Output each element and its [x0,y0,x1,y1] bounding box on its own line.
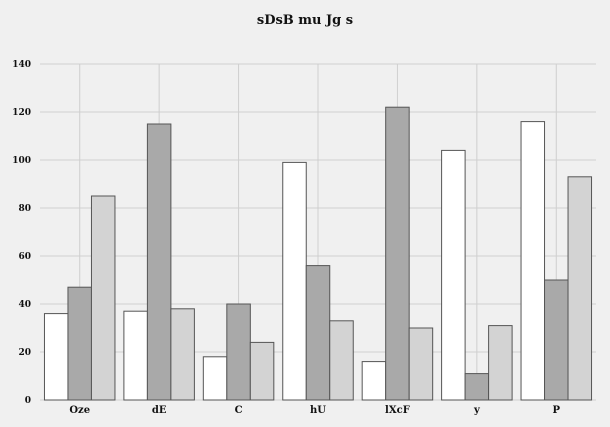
chart-title: sDsB mu Jg s [256,13,354,28]
bar-Oze-series-2 [67,286,92,401]
bar-lXcF-series-3 [408,327,434,401]
x-tick-label: y [473,405,481,416]
x-tick-label: dE [152,405,167,416]
y-tick-label: 120 [12,108,31,118]
x-tick-label: Oze [69,405,90,416]
bar-lXcF-series-1 [361,361,387,401]
y-tick-label: 60 [18,252,31,262]
y-tick-label: 40 [18,300,31,310]
bar-C-series-2 [226,303,251,401]
bar-dE-series-1 [123,310,148,401]
bar-Oze-series-3 [90,195,116,401]
bar-P-series-2 [544,279,569,401]
x-tick-label: hU [310,405,326,416]
x-tick-label: P [553,405,561,416]
x-tick-label: lXcF [385,405,410,416]
bar-hU-series-3 [329,320,354,401]
bar-P-series-1 [520,121,546,401]
y-tick-label: 100 [12,156,31,166]
bar-y-series-1 [441,149,466,401]
bar-Oze-series-1 [43,313,69,401]
x-tick-label: C [235,405,243,416]
y-tick-label: 20 [18,348,31,358]
bar-lXcF-series-2 [385,106,410,401]
bar-C-series-1 [202,356,228,401]
bar-P-series-3 [567,176,593,401]
y-tick-label: 140 [12,60,31,70]
y-tick-label: 80 [18,204,31,214]
bar-C-series-3 [249,341,275,401]
bar-hU-series-2 [305,265,331,401]
bar-y-series-3 [488,325,513,401]
y-tick-label: 0 [25,396,31,406]
bar-layer [43,106,593,401]
bar-y-series-2 [464,373,490,401]
bar-dE-series-3 [170,308,195,401]
bar-hU-series-1 [282,161,307,401]
bar-dE-series-2 [146,123,172,401]
